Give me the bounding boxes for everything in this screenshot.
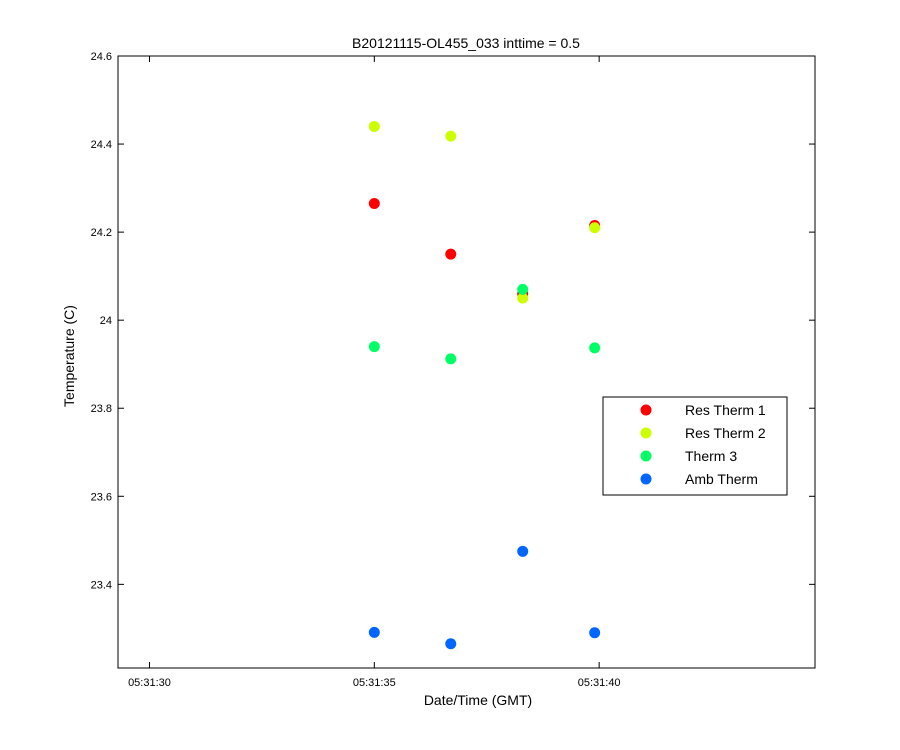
data-point	[445, 638, 457, 650]
data-point	[368, 197, 380, 209]
x-axis-ticks: 05:31:30 05:31:35 05:31:40	[128, 56, 621, 689]
y-axis-ticks: 23.4 23.6 23.8 24 24.2 24.4 24.6	[91, 51, 815, 591]
legend-marker	[640, 473, 652, 485]
legend-label: Res Therm 1	[685, 402, 766, 418]
data-point	[368, 341, 380, 353]
data-point	[445, 353, 457, 365]
legend-label: Therm 3	[685, 448, 737, 464]
legend-marker	[640, 450, 652, 462]
data-point	[445, 248, 457, 260]
legend: Res Therm 1 Res Therm 2 Therm 3 Amb Therm	[602, 396, 788, 496]
data-point	[589, 222, 601, 234]
legend-label: Amb Therm	[685, 471, 758, 487]
y-tick-label: 23.4	[91, 579, 112, 591]
data-points	[368, 120, 601, 650]
x-tick-label: 05:31:30	[128, 677, 171, 689]
legend-marker	[640, 404, 652, 416]
y-tick-label: 24.2	[91, 227, 112, 239]
data-point	[589, 342, 601, 354]
y-axis-title: Temperature (C)	[61, 305, 77, 407]
legend-marker	[640, 427, 652, 439]
data-point	[368, 120, 380, 132]
x-axis-title: Date/Time (GMT)	[424, 692, 532, 708]
chart-title: B20121115-OL455_033 inttime = 0.5	[352, 35, 580, 51]
x-tick-label: 05:31:40	[578, 677, 621, 689]
plot-area	[117, 55, 816, 669]
legend-box	[602, 396, 788, 496]
y-tick-label: 24.4	[91, 139, 112, 151]
y-tick-label: 23.8	[91, 403, 112, 415]
data-point	[589, 627, 601, 639]
x-tick-label: 05:31:35	[353, 677, 396, 689]
data-point	[368, 626, 380, 638]
data-point	[517, 292, 529, 304]
y-tick-label: 24.6	[91, 51, 112, 63]
y-tick-label: 23.6	[91, 491, 112, 503]
data-point	[445, 130, 457, 142]
data-point	[517, 283, 529, 295]
data-point	[517, 545, 529, 557]
y-tick-label: 24	[100, 315, 112, 327]
legend-label: Res Therm 2	[685, 425, 766, 441]
